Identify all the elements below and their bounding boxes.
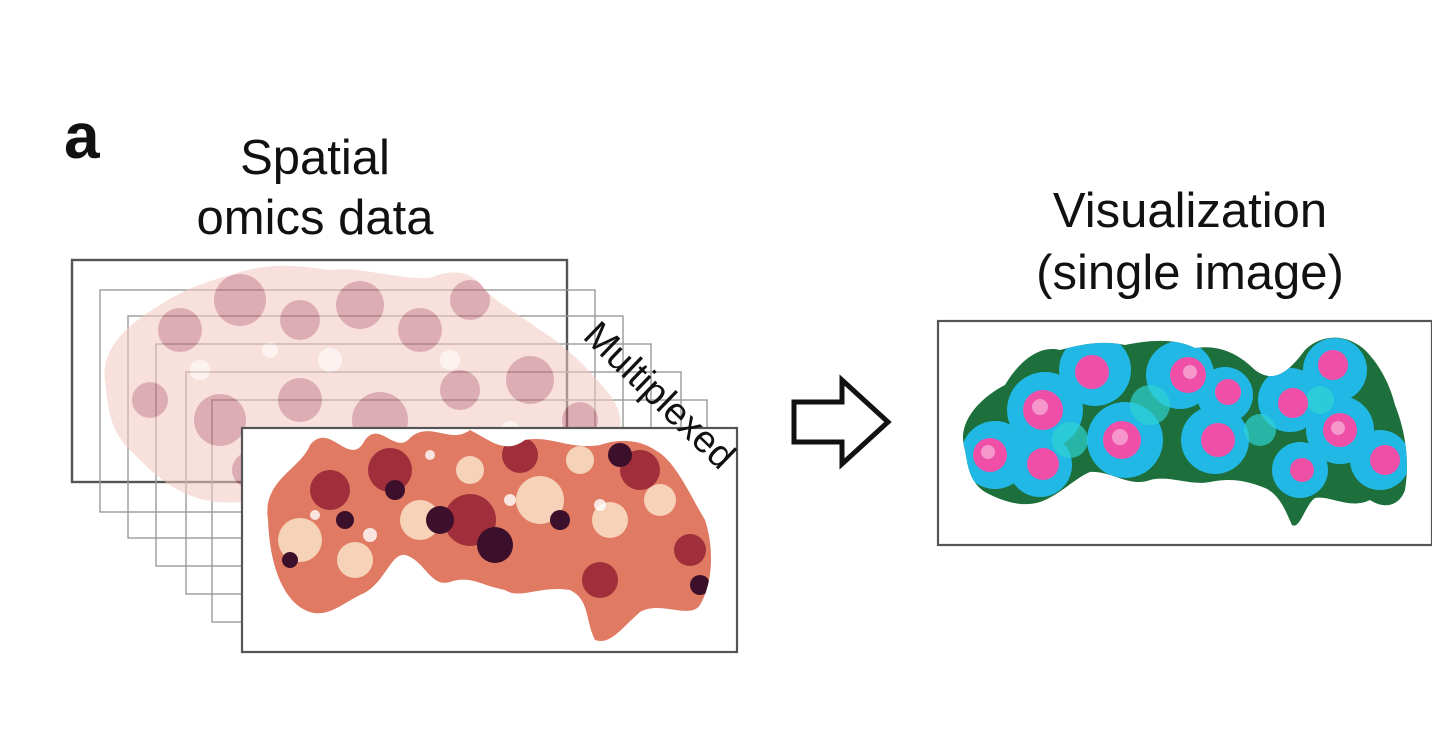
right-title-line2: (single image) <box>1036 246 1344 300</box>
left-title-line2: omics data <box>196 191 434 245</box>
left-title-line1: Spatial <box>240 131 390 185</box>
outline-arrow-icon <box>791 374 892 470</box>
panel-letter: a <box>64 100 100 172</box>
left-title: Spatial omics data <box>150 128 480 248</box>
right-title: Visualization (single image) <box>985 180 1395 304</box>
right-title-line1: Visualization <box>1052 184 1328 238</box>
